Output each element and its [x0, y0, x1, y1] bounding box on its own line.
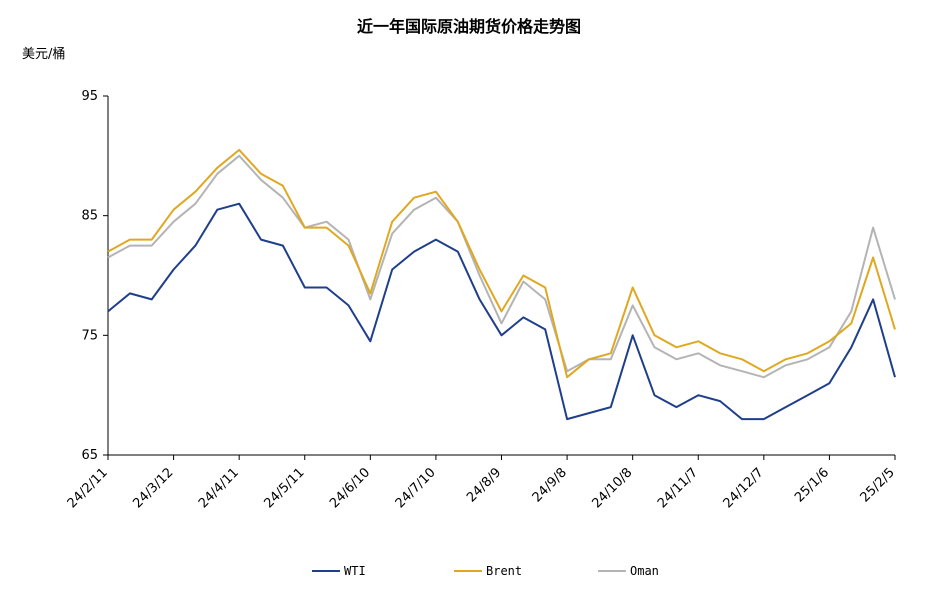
y-tick-label: 65 — [81, 448, 98, 463]
legend-label-wti: WTI — [344, 564, 366, 578]
series-line-wti — [107, 202, 896, 421]
chart-title: 近一年国际原油期货价格走势图 — [357, 17, 581, 36]
x-tick-label: 24/2/11 — [65, 465, 111, 511]
x-tick-label: 24/7/10 — [393, 465, 439, 511]
x-tick-label: 24/9/8 — [530, 465, 570, 505]
legend-label-brent: Brent — [486, 564, 522, 578]
x-tick-label: 24/5/11 — [262, 465, 308, 511]
x-tick-label: 24/4/11 — [196, 465, 242, 511]
x-tick-label: 24/8/9 — [464, 465, 504, 505]
legend: WTI Brent Oman — [312, 564, 659, 578]
x-tick-label: 24/11/7 — [655, 465, 701, 511]
y-tick-label: 95 — [81, 89, 98, 104]
y-axis-unit-label: 美元/桶 — [22, 47, 65, 62]
x-tick-label: 24/3/12 — [130, 465, 176, 511]
x-tick-label: 25/1/6 — [792, 465, 832, 505]
x-tick-label: 25/2/5 — [858, 465, 898, 505]
series-line-oman — [107, 154, 896, 379]
axes: 65 75 85 95 24/2/11 24/3/12 24/4/11 24/5/11 24/6… — [65, 89, 898, 511]
y-tick-label: 85 — [81, 209, 98, 224]
y-tick-label: 75 — [81, 328, 98, 343]
series-line-brent — [107, 148, 896, 379]
x-tick-label: 24/10/8 — [589, 465, 635, 511]
legend-label-oman: Oman — [630, 564, 659, 578]
series-lines — [107, 148, 896, 421]
x-tick-label: 24/6/10 — [327, 465, 373, 511]
x-tick-label: 24/12/7 — [721, 465, 767, 511]
